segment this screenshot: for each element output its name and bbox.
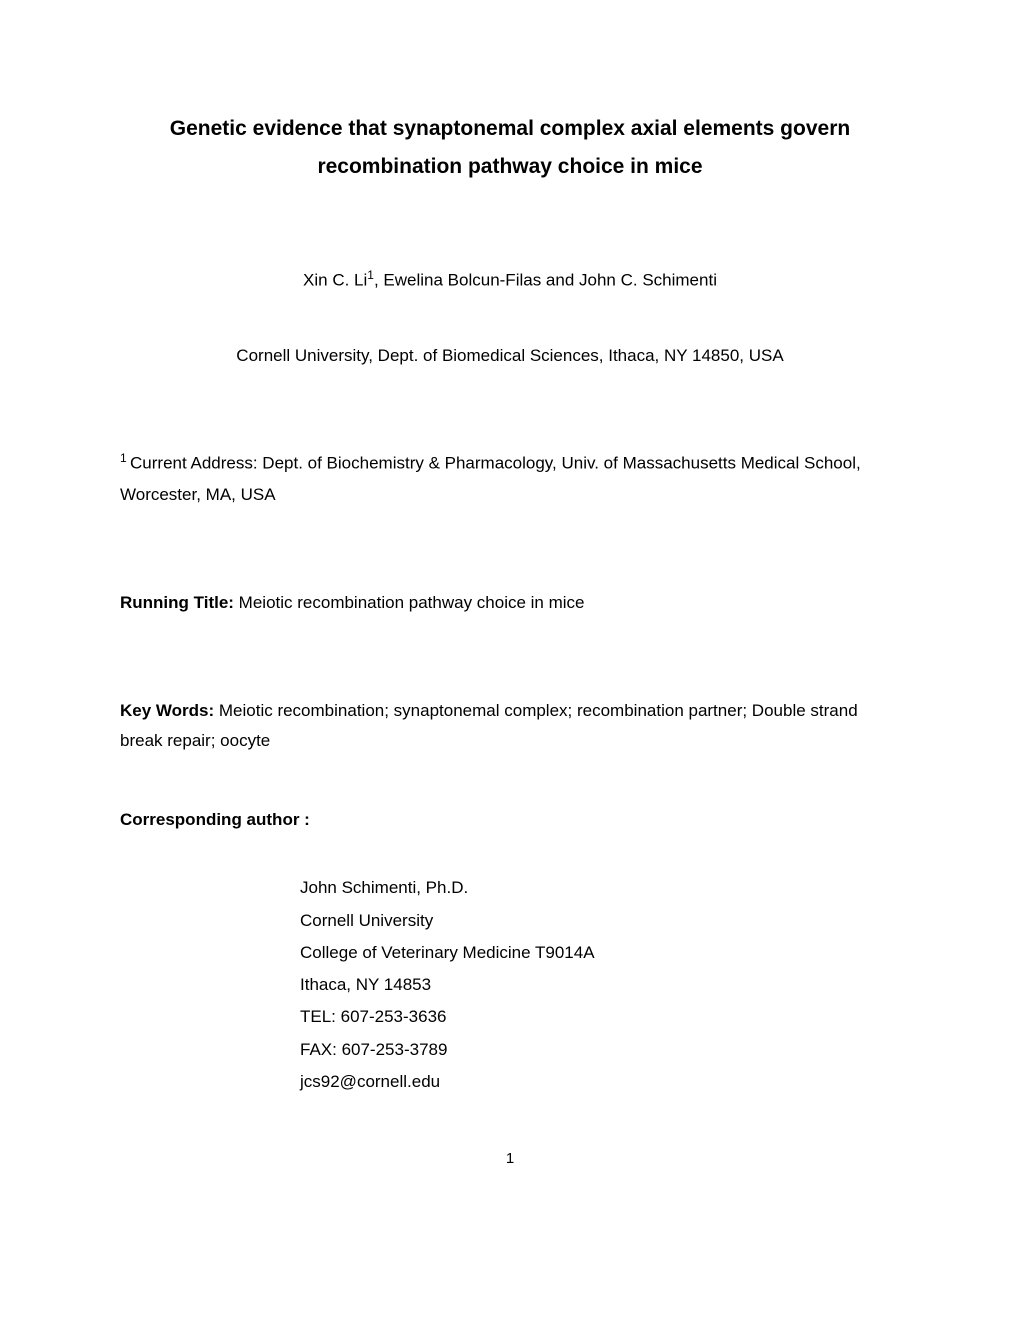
author1-name: Xin C. Li [303, 270, 367, 289]
corresponding-email: jcs92@cornell.edu [300, 1066, 900, 1098]
affiliation: Cornell University, Dept. of Biomedical … [120, 343, 900, 369]
running-title: Running Title: Meiotic recombination pat… [120, 590, 900, 616]
current-address: 1 Current Address: Dept. of Biochemistry… [120, 448, 900, 510]
author1-sup: 1 [367, 268, 374, 282]
corresponding-author-block: John Schimenti, Ph.D. Cornell University… [300, 872, 900, 1098]
keywords-label: Key Words: [120, 701, 219, 720]
corresponding-name: John Schimenti, Ph.D. [300, 872, 900, 904]
current-address-text: Current Address: Dept. of Biochemistry &… [120, 454, 861, 504]
keywords: Key Words: Meiotic recombination; synapt… [120, 696, 900, 757]
title-line-2: recombination pathway choice in mice [317, 155, 702, 178]
keywords-text: Meiotic recombination; synaptonemal comp… [120, 701, 858, 751]
current-address-sup: 1 [120, 451, 130, 465]
authors-rest: , Ewelina Bolcun-Filas and John C. Schim… [374, 270, 717, 289]
corresponding-fax: FAX: 607-253-3789 [300, 1034, 900, 1066]
corresponding-department: College of Veterinary Medicine T9014A [300, 937, 900, 969]
running-title-text: Meiotic recombination pathway choice in … [239, 593, 585, 612]
title-line-1: Genetic evidence that synaptonemal compl… [170, 117, 850, 140]
authors: Xin C. Li1, Ewelina Bolcun-Filas and Joh… [120, 266, 900, 293]
corresponding-city: Ithaca, NY 14853 [300, 969, 900, 1001]
page-container: Genetic evidence that synaptonemal compl… [0, 0, 1020, 1231]
paper-title: Genetic evidence that synaptonemal compl… [120, 110, 900, 186]
corresponding-author-label: Corresponding author : [120, 807, 900, 833]
corresponding-tel: TEL: 607-253-3636 [300, 1001, 900, 1033]
page-number: 1 [120, 1148, 900, 1171]
corresponding-institution: Cornell University [300, 905, 900, 937]
running-title-label: Running Title: [120, 593, 239, 612]
